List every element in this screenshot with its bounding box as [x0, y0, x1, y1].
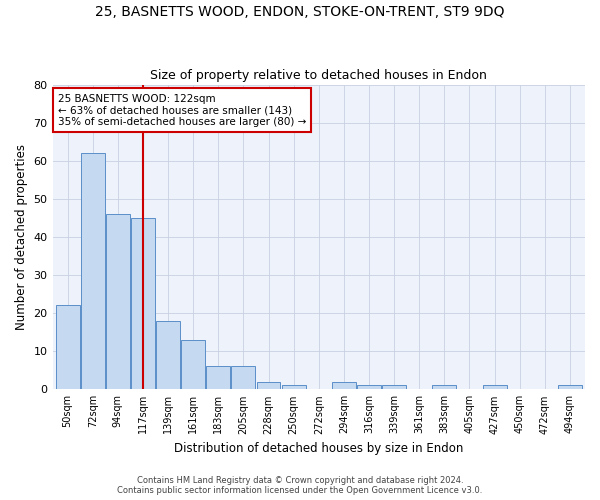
Bar [357, 386, 381, 390]
Bar [232, 366, 256, 390]
Bar [156, 320, 180, 390]
Bar [482, 386, 506, 390]
Bar [282, 386, 305, 390]
Bar [558, 386, 582, 390]
Text: Contains HM Land Registry data © Crown copyright and database right 2024.
Contai: Contains HM Land Registry data © Crown c… [118, 476, 482, 495]
Bar [206, 366, 230, 390]
X-axis label: Distribution of detached houses by size in Endon: Distribution of detached houses by size … [174, 442, 463, 455]
Bar [131, 218, 155, 390]
Text: 25, BASNETTS WOOD, ENDON, STOKE-ON-TRENT, ST9 9DQ: 25, BASNETTS WOOD, ENDON, STOKE-ON-TRENT… [95, 5, 505, 19]
Bar [332, 382, 356, 390]
Bar [433, 386, 456, 390]
Y-axis label: Number of detached properties: Number of detached properties [15, 144, 28, 330]
Bar [106, 214, 130, 390]
Bar [257, 382, 280, 390]
Bar [382, 386, 406, 390]
Bar [181, 340, 205, 390]
Bar [81, 153, 104, 390]
Bar [56, 306, 80, 390]
Text: 25 BASNETTS WOOD: 122sqm
← 63% of detached houses are smaller (143)
35% of semi-: 25 BASNETTS WOOD: 122sqm ← 63% of detach… [58, 94, 306, 127]
Title: Size of property relative to detached houses in Endon: Size of property relative to detached ho… [151, 69, 487, 82]
